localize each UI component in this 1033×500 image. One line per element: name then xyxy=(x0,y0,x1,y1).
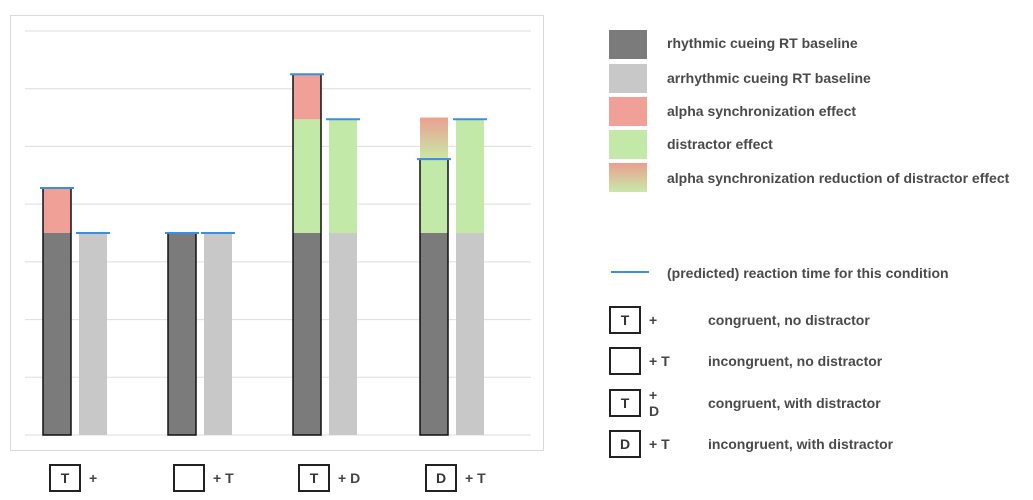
condition-symbols: + T xyxy=(213,470,234,486)
condition-key-row: T + D xyxy=(609,387,671,419)
bar-segment-arrhythmic xyxy=(329,233,357,435)
legend-label-distractor: distractor effect xyxy=(667,136,773,152)
legend-label-alpha: alpha synchronization effect xyxy=(667,103,857,119)
bar-segment-reduction xyxy=(420,117,448,160)
bar-segment-alpha xyxy=(43,187,71,233)
condition-box: D xyxy=(425,464,457,492)
bar-segment-rhythmic xyxy=(293,233,321,435)
legend-label-reduction: alpha synchronization reduction of distr… xyxy=(667,170,1010,186)
bar-segment-arrhythmic xyxy=(204,233,232,435)
condition-key-row: D + T xyxy=(609,428,671,460)
legend-swatch-reduction xyxy=(609,163,647,192)
legend-label-arrhythmic: arrhythmic cueing RT baseline xyxy=(667,70,871,86)
bar-segment-distractor xyxy=(456,119,484,233)
bar-segment-rhythmic xyxy=(43,233,71,435)
condition-symbols: + xyxy=(649,312,658,328)
condition-symbols: + xyxy=(89,470,98,486)
condition-description: incongruent, no distractor xyxy=(708,353,883,369)
bar-segment-distractor xyxy=(329,119,357,233)
condition-key-row: T + xyxy=(609,304,671,336)
bar-chart xyxy=(25,30,531,436)
bar-segment-rhythmic xyxy=(168,233,196,435)
bar-segment-rhythmic xyxy=(420,233,448,435)
x-category-2: + T xyxy=(173,462,234,494)
condition-box xyxy=(173,464,205,492)
condition-symbols: + T xyxy=(649,353,670,369)
condition-box: T xyxy=(609,306,641,334)
chart-frame xyxy=(10,15,544,451)
condition-box xyxy=(609,347,641,375)
condition-symbols: + D xyxy=(338,470,361,486)
bar-segment-alpha xyxy=(293,74,321,120)
bar-segment-distractor xyxy=(293,119,321,233)
x-category-3: T + D xyxy=(298,462,360,494)
legend-label-rhythmic: rhythmic cueing RT baseline xyxy=(667,35,858,51)
condition-key-row: + T xyxy=(609,345,671,377)
condition-symbols: + T xyxy=(465,470,486,486)
legend-swatch-alpha xyxy=(609,97,647,126)
condition-description: congruent, no distractor xyxy=(708,312,870,328)
legend-rt-line xyxy=(611,271,649,273)
legend-label-rt-line: (predicted) reaction time for this condi… xyxy=(667,265,949,281)
condition-box: D xyxy=(609,430,641,458)
x-category-1: T + xyxy=(49,462,97,494)
bar-segment-arrhythmic xyxy=(456,233,484,435)
condition-description: incongruent, with distractor xyxy=(708,436,894,452)
bar-segment-arrhythmic xyxy=(79,233,107,435)
bar-segment-distractor xyxy=(420,159,448,233)
condition-box: T xyxy=(49,464,81,492)
condition-symbols: + T xyxy=(649,436,670,452)
legend-swatch-rhythmic xyxy=(609,30,647,59)
legend-swatch-distractor xyxy=(609,130,647,159)
condition-box: T xyxy=(298,464,330,492)
legend-swatch-arrhythmic xyxy=(609,64,647,93)
condition-symbols: + D xyxy=(649,387,660,419)
condition-box: T xyxy=(609,389,641,417)
x-category-4: D + T xyxy=(425,462,486,494)
condition-description: congruent, with distractor xyxy=(708,395,881,411)
